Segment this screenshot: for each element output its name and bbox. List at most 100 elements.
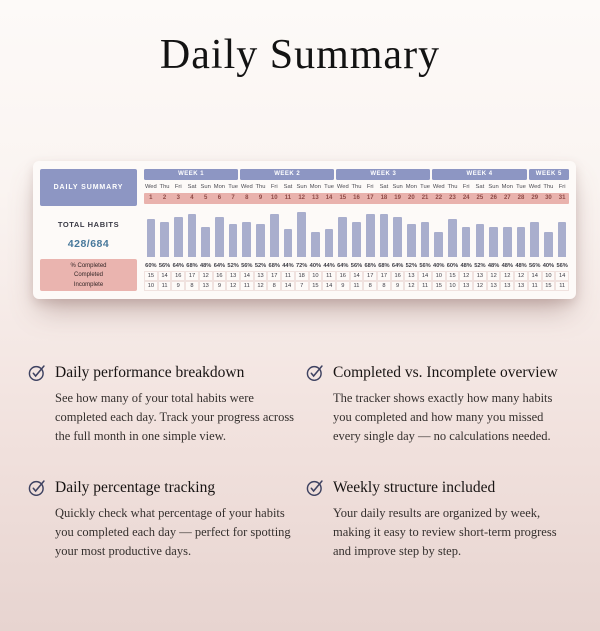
daily-bar bbox=[311, 232, 320, 258]
bar-cell bbox=[267, 209, 281, 258]
feature-weekly-structure: Weekly structure included Your daily res… bbox=[306, 478, 576, 560]
pct-cell: 56% bbox=[350, 262, 363, 269]
pct-cell: 56% bbox=[158, 262, 171, 269]
bar-cell bbox=[514, 209, 528, 258]
incomplete-cell: 13 bbox=[486, 281, 501, 291]
pct-cell: 56% bbox=[419, 262, 431, 269]
week-header-segment: WEEK 2 bbox=[240, 169, 335, 180]
date-cell: 15 bbox=[339, 195, 347, 202]
check-circle-icon bbox=[306, 363, 325, 382]
date-cell: 14 bbox=[325, 195, 333, 202]
day-name-cell: Mon bbox=[405, 184, 417, 191]
date-cell: 21 bbox=[421, 195, 429, 202]
day-name-cell: Fri bbox=[558, 184, 566, 191]
day-name-cell: Wed bbox=[240, 184, 253, 191]
incomplete-cell: 11 bbox=[418, 281, 432, 291]
incomplete-cell: 11 bbox=[527, 281, 542, 291]
pct-cell: 68% bbox=[268, 262, 280, 269]
bar-cell bbox=[377, 209, 391, 258]
daily-bar bbox=[516, 227, 526, 258]
completed-cell: 17 bbox=[363, 271, 378, 282]
day-name-cell: Thu bbox=[543, 184, 554, 191]
incomplete-cell: 12 bbox=[404, 281, 419, 291]
date-cell: 18 bbox=[380, 195, 388, 202]
incomplete-cell: 7 bbox=[294, 281, 309, 291]
bar-cell bbox=[404, 209, 418, 258]
date-cell: 20 bbox=[407, 195, 415, 202]
day-name-cell: Wed bbox=[144, 184, 157, 191]
completed-cell: 14 bbox=[555, 271, 569, 282]
completed-cell: 13 bbox=[253, 271, 268, 282]
row-label-incomplete: Incomplete bbox=[73, 281, 104, 288]
pct-cell: 52% bbox=[474, 262, 486, 269]
pct-cell: 40% bbox=[309, 262, 322, 269]
day-name-cell: Sun bbox=[296, 184, 307, 191]
completed-cell: 12 bbox=[500, 271, 515, 282]
date-cell: 8 bbox=[245, 195, 249, 202]
day-name-cell: Sat bbox=[475, 184, 485, 191]
incomplete-cell: 13 bbox=[459, 281, 474, 291]
daily-bar bbox=[393, 217, 402, 258]
incomplete-cell: 13 bbox=[198, 281, 213, 291]
daily-bar bbox=[475, 224, 485, 258]
date-cell: 5 bbox=[204, 195, 208, 202]
date-row: 1 2 3 4 5 6 7 8 9 10 11 12 13 14 15 16 17 18 19 20 21 22 23 24 2… bbox=[144, 192, 569, 204]
pct-cell: 40% bbox=[542, 262, 555, 269]
completed-cell: 13 bbox=[473, 271, 487, 282]
row-labels-box: % Completed Completed Incomplete bbox=[40, 259, 137, 291]
day-name-cell: Wed bbox=[432, 184, 445, 191]
daily-bar bbox=[256, 224, 265, 258]
date-cell: 22 bbox=[435, 195, 443, 202]
pct-cell: 64% bbox=[337, 262, 349, 269]
pct-cell: 56% bbox=[556, 262, 568, 269]
total-habits-label: TOTAL HABITS bbox=[57, 220, 120, 229]
incomplete-cell: 9 bbox=[212, 281, 227, 291]
day-name-cell: Mon bbox=[501, 184, 513, 191]
pct-cell: 64% bbox=[213, 262, 226, 269]
pct-cell: 48% bbox=[199, 262, 212, 269]
pct-cell: 64% bbox=[172, 262, 184, 269]
daily-bar bbox=[187, 214, 197, 258]
completed-cell: 16 bbox=[171, 271, 186, 282]
page-title: Daily Summary bbox=[159, 32, 441, 78]
daily-bar bbox=[201, 227, 210, 258]
total-habits-value: 428/684 bbox=[67, 238, 110, 250]
tracker-grid: WEEK 1 WEEK 2 WEEK 3 WEEK 4 WEEK 5 Wed Thu Fri… bbox=[144, 169, 569, 291]
day-name-cell: Thu bbox=[159, 184, 170, 191]
pct-cell: 40% bbox=[433, 262, 445, 269]
date-cell: 11 bbox=[284, 195, 292, 202]
date-cell: 25 bbox=[476, 195, 484, 202]
bar-cell bbox=[185, 209, 199, 258]
day-name-cell: Mon bbox=[309, 184, 321, 191]
bar-cell bbox=[363, 209, 377, 258]
day-name-cell: Fri bbox=[270, 184, 278, 191]
completed-cell: 11 bbox=[281, 271, 295, 282]
feature-body: Your daily results are organized by week… bbox=[333, 506, 557, 558]
date-cell: 7 bbox=[231, 195, 235, 202]
incomplete-cell: 8 bbox=[267, 281, 282, 291]
daily-bar bbox=[407, 224, 416, 258]
check-circle-icon bbox=[306, 478, 325, 497]
daily-bar bbox=[557, 222, 567, 258]
daily-bar bbox=[338, 217, 348, 258]
bar-cell bbox=[199, 209, 213, 258]
completed-cell: 14 bbox=[349, 271, 364, 282]
pct-cell: 52% bbox=[405, 262, 418, 269]
habit-tracker-card: DAILY SUMMARY TOTAL HABITS 428/684 % Com… bbox=[33, 161, 576, 299]
week-header-segment: WEEK 1 bbox=[144, 169, 239, 180]
bar-cell bbox=[459, 209, 473, 258]
feature-completed-vs-incomplete: Completed vs. Incomplete overview The tr… bbox=[306, 363, 576, 445]
daily-bar bbox=[146, 219, 156, 258]
daily-bar bbox=[173, 217, 183, 258]
incomplete-cell: 10 bbox=[445, 281, 460, 291]
incomplete-cell: 12 bbox=[473, 281, 487, 291]
bar-cell bbox=[500, 209, 514, 258]
pct-cell: 64% bbox=[391, 262, 404, 269]
bar-cell bbox=[295, 209, 309, 258]
daily-bar bbox=[215, 217, 224, 258]
date-cell: 16 bbox=[353, 195, 360, 202]
check-circle-icon bbox=[28, 478, 47, 497]
day-name-cell: Fri bbox=[174, 184, 182, 191]
incomplete-cell: 12 bbox=[226, 281, 240, 291]
daily-bar-chart bbox=[144, 209, 569, 258]
